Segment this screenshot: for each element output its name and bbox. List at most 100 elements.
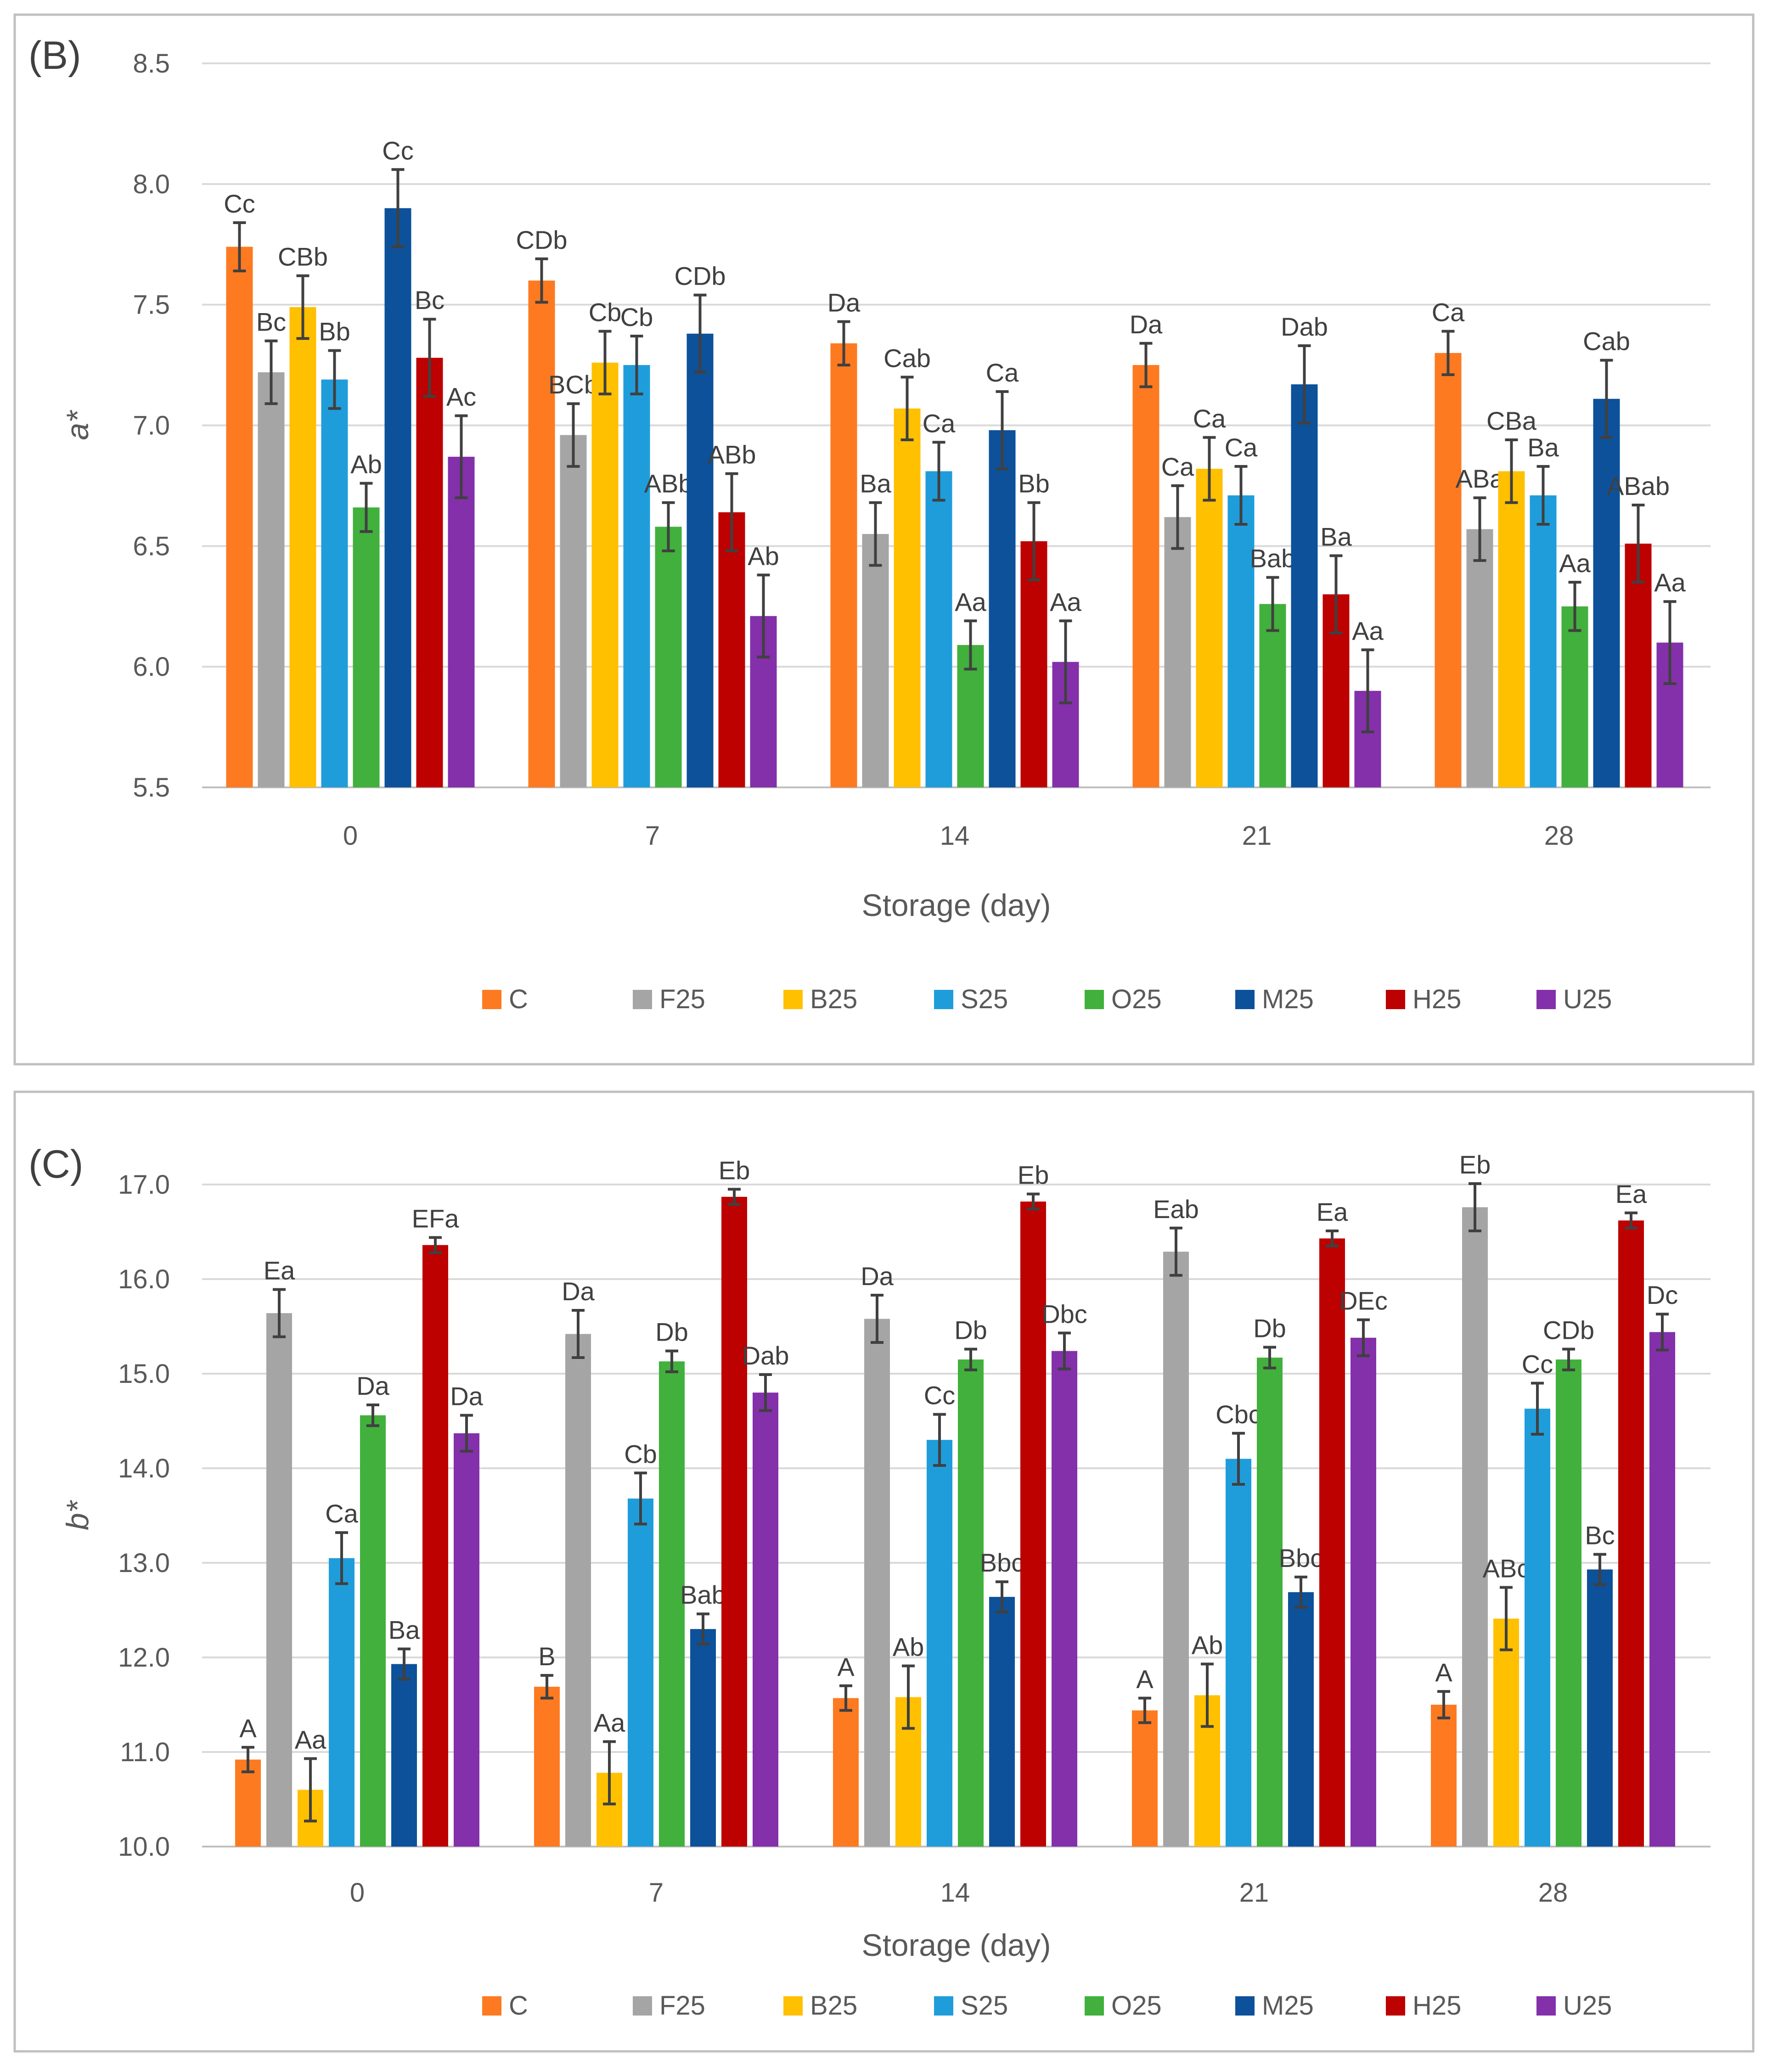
- legend-item-h25: H25: [1386, 1991, 1461, 2021]
- error-bar: [1326, 1229, 1339, 1247]
- data-label: Aa: [295, 1725, 326, 1754]
- error-bar: [567, 402, 580, 468]
- legend-swatch: [783, 990, 803, 1009]
- legend-label: M25: [1262, 1991, 1314, 2021]
- legend-item-f25: F25: [633, 1991, 705, 2021]
- error-bar: [697, 1612, 709, 1646]
- data-label: Ab: [350, 450, 382, 479]
- panel-frame: [13, 13, 1755, 1066]
- error-bar: [398, 1647, 411, 1681]
- error-bar: [360, 482, 373, 533]
- legend-swatch: [1536, 990, 1556, 1009]
- legend-label: F25: [659, 1991, 705, 2021]
- bar-o25: [353, 507, 380, 787]
- legend-item-m25: M25: [1235, 984, 1314, 1014]
- bar-u25: [1649, 1332, 1675, 1847]
- bar-m25: [1587, 1569, 1613, 1847]
- bar-m25: [690, 1629, 716, 1847]
- error-bar: [932, 441, 945, 502]
- data-label: Da: [450, 1382, 483, 1411]
- error-bar: [1294, 1575, 1307, 1609]
- data-label: Aa: [1559, 549, 1591, 578]
- bar-f25: [862, 534, 889, 787]
- legend-item-b25: B25: [783, 984, 857, 1014]
- data-label: Dc: [1647, 1280, 1678, 1309]
- bar-o25: [958, 1359, 984, 1847]
- error-bar: [1232, 1432, 1245, 1486]
- data-label: Eab: [1153, 1195, 1199, 1224]
- bar-b25: [894, 408, 921, 787]
- error-bar: [1139, 342, 1153, 388]
- error-bar: [304, 1757, 317, 1823]
- legend-label: S25: [961, 984, 1008, 1014]
- bar-o25: [659, 1361, 685, 1847]
- bar-h25: [718, 512, 745, 787]
- error-bar: [1170, 1226, 1182, 1277]
- error-bar: [264, 339, 278, 405]
- x-tick-label: 0: [343, 821, 358, 851]
- legend: C F25 B25 S25 O25 M25 H25 U25: [482, 984, 1612, 1014]
- error-bar: [630, 335, 643, 396]
- bar-f25: [1164, 517, 1191, 787]
- error-bar: [1568, 581, 1581, 632]
- bar-m25: [1593, 399, 1620, 787]
- error-bar: [1536, 465, 1550, 526]
- data-label: Cab: [1583, 327, 1630, 356]
- bar-u25: [1052, 1351, 1077, 1847]
- bar-o25: [1257, 1357, 1283, 1847]
- error-bar: [933, 1413, 946, 1467]
- data-label: Da: [861, 1262, 894, 1291]
- legend-swatch: [783, 1996, 803, 2016]
- y-tick-label: 14.0: [118, 1454, 170, 1483]
- bar-c: [235, 1759, 261, 1847]
- bar-f25: [565, 1334, 591, 1847]
- error-bar: [1593, 1553, 1606, 1586]
- bar-c: [226, 247, 253, 788]
- data-label: Ea: [1615, 1179, 1647, 1208]
- error-bar: [1059, 619, 1072, 705]
- legend-label: O25: [1111, 984, 1162, 1014]
- bar-u25: [454, 1433, 479, 1847]
- data-label: Aa: [955, 587, 986, 616]
- legend-label: C: [509, 1991, 528, 2021]
- bar-c: [534, 1686, 560, 1847]
- data-label: CDb: [1543, 1315, 1594, 1344]
- error-bar: [328, 349, 341, 410]
- data-label: Ca: [923, 409, 956, 438]
- legend-label: C: [509, 984, 528, 1014]
- data-label: Bc: [256, 308, 286, 337]
- error-bar: [1263, 1346, 1276, 1370]
- error-bar: [1663, 600, 1677, 685]
- data-label: Aa: [1352, 616, 1384, 645]
- error-bar: [757, 573, 770, 659]
- data-label: Ab: [893, 1633, 924, 1662]
- bar-h25: [1319, 1238, 1345, 1847]
- legend-item-f25: F25: [633, 984, 705, 1014]
- bar-o25: [1561, 606, 1588, 787]
- bar-s25: [1227, 495, 1255, 787]
- bar-b25: [289, 307, 316, 787]
- error-bar: [598, 330, 612, 396]
- legend-swatch: [1386, 990, 1405, 1009]
- error-bar: [1234, 465, 1248, 526]
- y-tick-label: 12.0: [118, 1643, 170, 1673]
- data-label: CDb: [674, 262, 726, 291]
- bar-h25: [1020, 541, 1047, 787]
- bar-s25: [925, 471, 952, 787]
- error-bar: [572, 1308, 585, 1359]
- data-label: ABb: [708, 440, 756, 469]
- bar-u25: [1351, 1337, 1376, 1847]
- x-tick-label: 28: [1538, 1878, 1568, 1908]
- error-bar: [1531, 1381, 1544, 1436]
- error-bar: [1329, 554, 1343, 635]
- error-bar: [869, 501, 882, 567]
- bar-s25: [1226, 1459, 1251, 1847]
- legend-swatch: [934, 1996, 953, 2016]
- data-label: CBa: [1486, 406, 1537, 435]
- data-label: Ac: [446, 382, 476, 411]
- x-tick-label: 14: [940, 1878, 970, 1908]
- error-bar: [662, 501, 675, 552]
- data-label: Aa: [1654, 568, 1686, 597]
- legend-label: O25: [1111, 1991, 1162, 2021]
